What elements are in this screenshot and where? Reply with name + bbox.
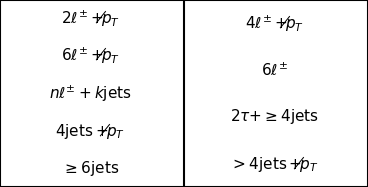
Text: $6\ell^{\pm} + \not\!\!p_{T}$: $6\ell^{\pm} + \not\!\!p_{T}$ [61, 46, 120, 66]
Text: $6\ell^{\pm}$: $6\ell^{\pm}$ [261, 62, 287, 79]
Text: $4\ell^{\pm} + \not\!\!p_{T}$: $4\ell^{\pm} + \not\!\!p_{T}$ [245, 13, 304, 33]
Text: $> 4\mathrm{jets} + \not\!\!p_{T}$: $> 4\mathrm{jets} + \not\!\!p_{T}$ [230, 154, 318, 174]
Text: $2\ell^{\pm} + \not\!\!p_{T}$: $2\ell^{\pm} + \not\!\!p_{T}$ [61, 9, 120, 29]
Text: $2\tau{+}\geq 4\mathrm{jets}$: $2\tau{+}\geq 4\mathrm{jets}$ [230, 107, 319, 126]
Text: $\geq 6\mathrm{jets}$: $\geq 6\mathrm{jets}$ [61, 159, 119, 178]
Text: $n\ell^{\pm} + k\mathrm{jets}$: $n\ell^{\pm} + k\mathrm{jets}$ [49, 83, 131, 104]
Text: $4\mathrm{jets} + \not\!\!p_{T}$: $4\mathrm{jets} + \not\!\!p_{T}$ [55, 121, 125, 141]
